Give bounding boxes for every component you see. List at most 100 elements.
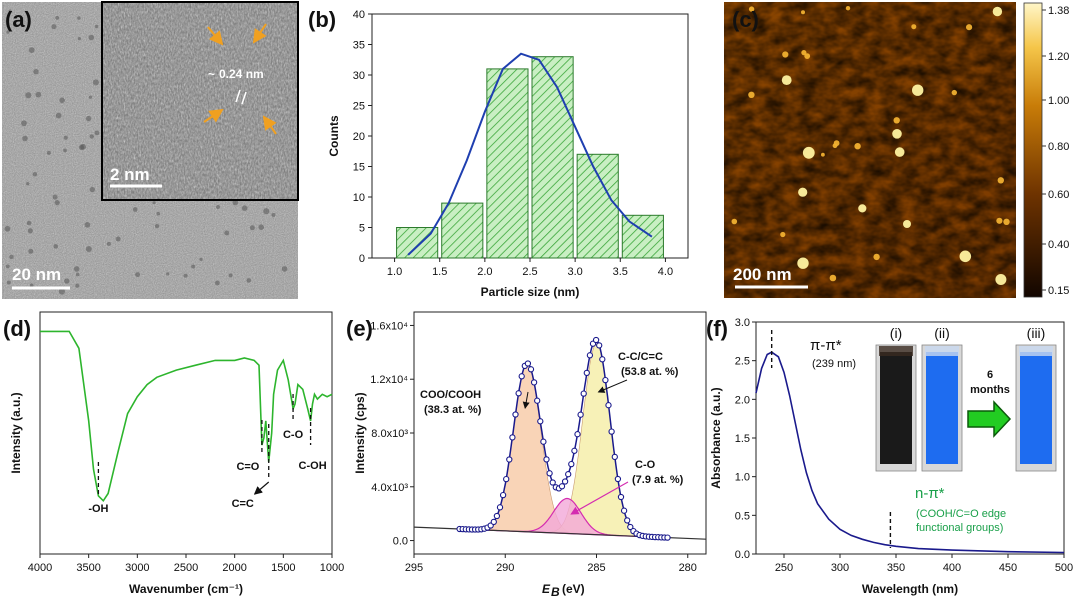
y-tick-label: 0 [359,253,365,265]
panel-c-label: (c) [732,7,759,32]
panel-b: (b) 1.0 1.5 2.0 2.5 3.0 3.5 4.0 0 5 10 15 20 25 30 35 4… [308,7,689,299]
afm-spot [801,10,805,15]
afm-spot [748,91,755,99]
colorbar-tick-label: 0.60 [1048,189,1069,201]
tem-particle [94,24,99,29]
y-tick-label: 10 [353,192,365,204]
tem-particle [115,236,121,242]
tem-particle [135,272,141,278]
peak-arrow [570,481,629,515]
x-tick-label: 2500 [174,562,198,574]
colorbar [1023,2,1043,298]
afm-spot [873,253,880,261]
y-tick-label: 0.0 [735,549,750,561]
data-point [586,352,594,359]
data-point [620,507,628,514]
afm-spot [951,89,957,96]
x-tick-label: 300 [831,562,849,574]
data-point [493,512,501,520]
data-point [596,342,603,349]
afm-spot [996,217,1003,224]
x-tick-label: 350 [887,562,905,574]
npi-desc-1: (COOH/C=O edge [916,508,1006,520]
y-tick-label: 1.0 [735,472,750,484]
afm-spot [804,53,811,59]
y-tick-label: 1.5 [735,433,750,445]
y-axis-label: Absorbance (a.u.) [709,387,723,488]
data-point [574,431,581,438]
data-point [524,360,532,367]
x-tick-label: 4.0 [658,266,673,278]
panel-f: (f) 250 300 350 400 450 500 0.0 0.5 1.0 1.5 2.0 2.5… [706,316,1073,596]
colorbar-tick-label: 1.20 [1048,51,1069,63]
ftir-chart: 4000 3500 3000 2500 2000 1500 1000 Wavenumber (… [9,311,344,596]
tem-particle [228,273,233,278]
lattice-spacing-label: 0.24 nm [219,67,264,81]
afm-spot [959,250,972,263]
x-axis-label: E [542,582,551,596]
tem-particle [156,211,161,216]
data-point [614,475,622,483]
tem-particle [166,272,170,276]
y-tick-label: 8.0x10³ [371,428,408,440]
afm-features [731,6,1010,285]
x-axis-label-sub: B [551,585,560,599]
tem-particle [94,130,100,136]
tem-particle [85,246,92,252]
tem-particle [6,30,10,34]
vial-solution [880,352,912,464]
data-point [490,518,497,526]
tem-particle [35,91,42,98]
tem-particle [26,220,32,226]
vial-solution [1020,352,1052,464]
tem-particle [6,280,11,285]
data-point [530,379,538,386]
tem-particle [28,248,34,254]
afm-spot [731,218,738,225]
tem-particle [4,225,11,232]
afm-spot [802,146,815,159]
vial-label: (i) [890,325,902,341]
vial-top [1019,346,1053,356]
peak-label-c-oh: C-OH [299,460,327,472]
histogram-bar [576,153,619,259]
y-tick-label: 2.0 [735,394,750,406]
tem-particle [92,79,99,86]
vial-label: (ii) [934,325,950,341]
data-point [577,411,584,418]
tem-particle [32,172,38,177]
lattice-arrow [203,108,224,123]
peak-label-c-o-double: C=O [236,461,259,473]
peak-label-oh: -OH [88,503,108,515]
data-point [543,456,550,463]
tem-particle [75,283,80,288]
afm-spot [781,75,792,85]
data-point [568,460,575,468]
afm-spot [903,220,911,228]
lattice-arrow [252,23,267,44]
data-point [602,376,609,384]
tem-particle [216,205,220,209]
afm-spot [854,143,861,150]
ftir-spectrum [40,330,333,503]
tem-particle [132,207,138,212]
histogram-bar [486,68,529,259]
colorbar-ticks: 1.38 1.20 1.00 0.80 0.60 0.40 0.15 [1042,5,1069,297]
tem-particle [63,135,68,140]
tem-particle [55,16,60,20]
x-tick-label: 2000 [222,562,246,574]
data-point [627,523,634,531]
panel-b-label: (b) [308,7,336,32]
absorbance-curve [755,351,1065,554]
lattice-arrow [207,26,224,46]
afm-spot [1003,218,1010,225]
afm-spot [911,24,917,30]
tem-particle [246,278,252,283]
afm-spot [780,231,786,238]
tem-particle [89,186,96,193]
data-point [499,491,507,499]
histogram-bar [441,202,484,259]
data-point [580,390,587,397]
tem-particle [106,241,111,246]
pipi-label: π-π* [810,337,842,354]
